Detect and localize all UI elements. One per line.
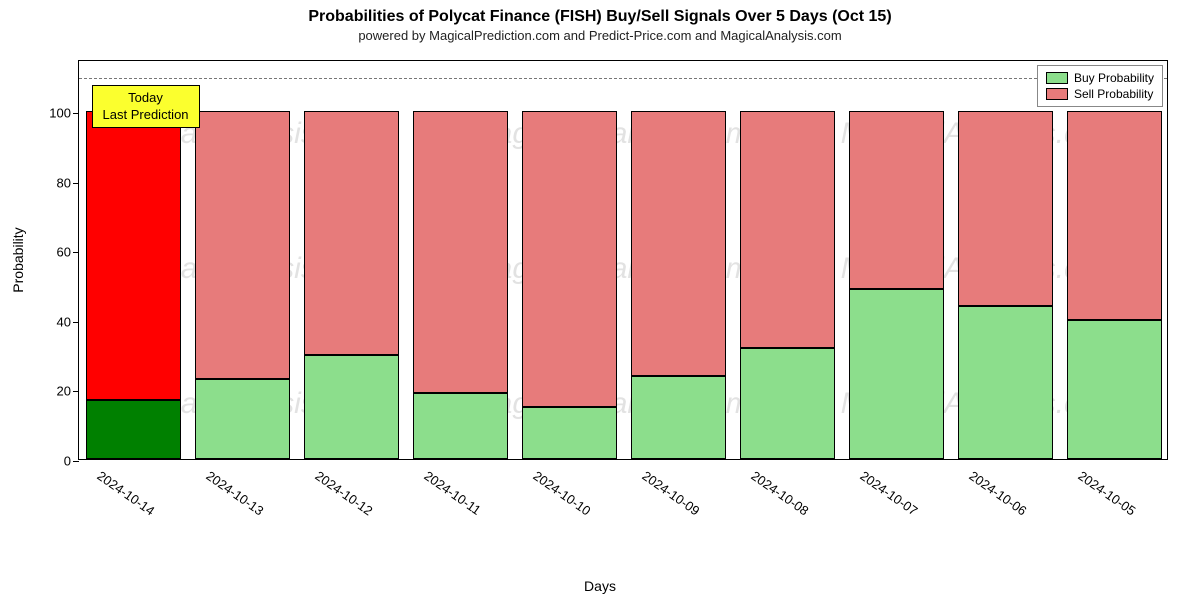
buy-bar-segment xyxy=(195,379,291,459)
legend-swatch-sell xyxy=(1046,88,1068,100)
plot-wrap: MagicalAnalysis.comMagicalAnalysis.comMa… xyxy=(78,60,1168,460)
x-axis-label: Days xyxy=(584,578,616,594)
chart-subtitle: powered by MagicalPrediction.com and Pre… xyxy=(0,26,1200,43)
buy-bar-segment xyxy=(413,393,509,459)
today-annotation: TodayLast Prediction xyxy=(92,85,200,128)
x-tick-label: 2024-10-10 xyxy=(530,468,593,518)
chart-container: Probabilities of Polycat Finance (FISH) … xyxy=(0,0,1200,600)
sell-bar-segment xyxy=(958,111,1054,306)
legend-label-buy: Buy Probability xyxy=(1074,71,1154,85)
annotation-line1: Today xyxy=(103,90,189,106)
sell-bar-segment xyxy=(304,111,400,354)
x-tick-label: 2024-10-13 xyxy=(203,468,266,518)
legend-row-sell: Sell Probability xyxy=(1046,86,1154,102)
y-tick-mark xyxy=(73,252,79,253)
sell-bar-segment xyxy=(631,111,727,375)
plot-area: MagicalAnalysis.comMagicalAnalysis.comMa… xyxy=(78,60,1168,460)
bar-slot xyxy=(522,61,618,459)
buy-bar-segment xyxy=(849,289,945,459)
x-tick-label: 2024-10-07 xyxy=(857,468,920,518)
sell-bar-segment xyxy=(1067,111,1163,320)
sell-bar-segment xyxy=(740,111,836,348)
y-tick-mark xyxy=(73,322,79,323)
y-tick-mark xyxy=(73,391,79,392)
bar-slot xyxy=(413,61,509,459)
sell-bar-segment xyxy=(195,111,291,379)
x-tick-label: 2024-10-05 xyxy=(1075,468,1138,518)
sell-bar-segment xyxy=(413,111,509,393)
buy-bar-segment xyxy=(740,348,836,459)
reference-line xyxy=(79,78,1167,79)
x-tick-label: 2024-10-09 xyxy=(639,468,702,518)
x-tick-label: 2024-10-11 xyxy=(421,468,483,518)
sell-bar-segment xyxy=(849,111,945,288)
y-tick-mark xyxy=(73,183,79,184)
buy-bar-segment xyxy=(304,355,400,459)
buy-bar-segment xyxy=(631,376,727,459)
buy-bar-segment xyxy=(522,407,618,459)
bar-slot xyxy=(304,61,400,459)
sell-bar-segment xyxy=(522,111,618,407)
buy-bar-segment xyxy=(86,400,182,459)
legend-row-buy: Buy Probability xyxy=(1046,70,1154,86)
bar-slot xyxy=(958,61,1054,459)
y-axis-label: Probability xyxy=(10,227,26,292)
legend-swatch-buy xyxy=(1046,72,1068,84)
sell-bar-segment xyxy=(86,111,182,400)
chart-title: Probabilities of Polycat Finance (FISH) … xyxy=(0,0,1200,26)
bar-slot xyxy=(195,61,291,459)
bar-slot xyxy=(740,61,836,459)
y-tick-mark xyxy=(73,461,79,462)
buy-bar-segment xyxy=(958,306,1054,459)
x-tick-label: 2024-10-12 xyxy=(312,468,375,518)
annotation-line2: Last Prediction xyxy=(103,107,189,123)
legend: Buy Probability Sell Probability xyxy=(1037,65,1163,107)
bar-slot xyxy=(1067,61,1163,459)
bar-slot xyxy=(631,61,727,459)
buy-bar-segment xyxy=(1067,320,1163,459)
x-tick-label: 2024-10-06 xyxy=(966,468,1029,518)
x-tick-label: 2024-10-14 xyxy=(94,468,157,518)
bar-slot xyxy=(849,61,945,459)
y-tick-mark xyxy=(73,113,79,114)
x-tick-label: 2024-10-08 xyxy=(748,468,811,518)
legend-label-sell: Sell Probability xyxy=(1074,87,1153,101)
